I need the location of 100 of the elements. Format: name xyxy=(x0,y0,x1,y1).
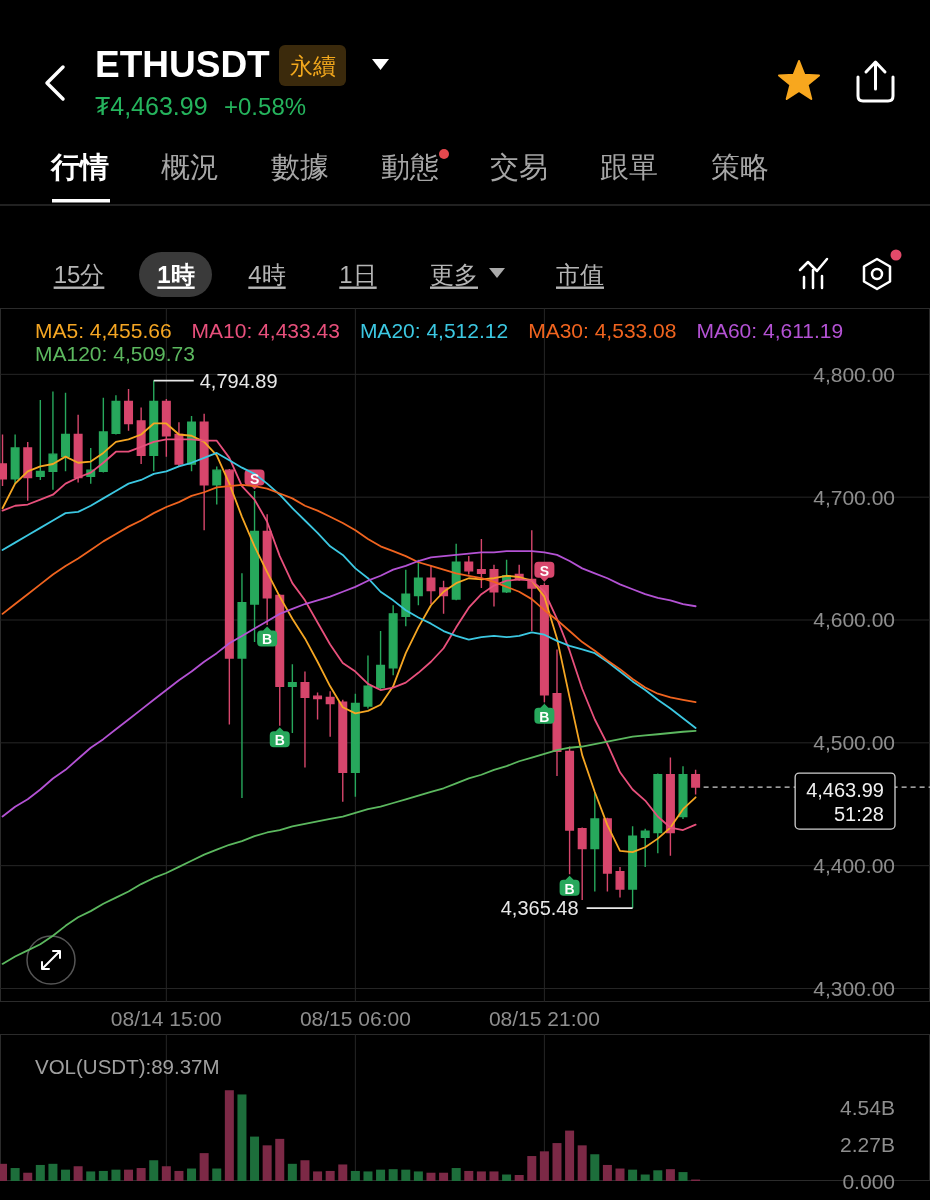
text: 行情 xyxy=(50,151,109,183)
bar xyxy=(313,1171,323,1181)
annotation: 4,794.89 xyxy=(199,369,278,392)
bar xyxy=(224,1090,234,1181)
text: 動態 xyxy=(381,151,439,183)
bar xyxy=(262,1145,272,1181)
bar xyxy=(577,1145,587,1181)
text: ETHUSDT xyxy=(95,43,271,85)
bar xyxy=(111,1169,121,1181)
candlestick xyxy=(577,826,587,901)
y-tick-label: 4,600.00 xyxy=(813,608,895,632)
bar xyxy=(653,1170,663,1181)
text: 跟單 xyxy=(600,151,658,183)
candlestick xyxy=(250,490,260,643)
y-tick-label: 4,800.00 xyxy=(813,362,895,386)
bar xyxy=(86,1171,96,1181)
text: 永續 xyxy=(290,53,336,79)
candlestick xyxy=(0,433,8,487)
y-tick-label: 0.000 xyxy=(842,1169,895,1193)
bar xyxy=(0,1163,8,1181)
candlestick xyxy=(338,699,348,803)
text: 交易 xyxy=(490,151,548,183)
candlestick xyxy=(149,379,159,473)
text: 概況 xyxy=(161,151,219,183)
candlestick xyxy=(48,390,58,491)
x-tick-label: 08/15 06:00 xyxy=(299,1006,411,1030)
bar xyxy=(48,1163,58,1181)
candlestick xyxy=(401,568,411,627)
annotation: S xyxy=(249,470,260,487)
bar xyxy=(401,1169,411,1181)
text: MA30: 4,533.08 xyxy=(528,318,677,342)
x-tick-label: 08/15 21:00 xyxy=(488,1006,600,1030)
bar xyxy=(426,1172,436,1181)
candlestick xyxy=(262,513,272,626)
y-tick-label: 4,700.00 xyxy=(813,485,895,509)
text: 4時 xyxy=(248,260,286,288)
text: 1時 xyxy=(157,260,195,288)
bar xyxy=(451,1168,461,1181)
candlestick xyxy=(73,414,83,484)
candlestick xyxy=(212,465,222,506)
candlestick xyxy=(35,399,45,481)
bar xyxy=(678,1172,688,1181)
bar xyxy=(149,1160,159,1181)
candlestick xyxy=(111,394,121,436)
annotation: B xyxy=(262,631,273,648)
y-tick-label: 4.54B xyxy=(840,1095,895,1119)
line-series xyxy=(1,729,697,965)
candlestick xyxy=(224,468,234,726)
candlestick xyxy=(363,654,373,710)
candlestick xyxy=(376,630,386,691)
ref-line-label: 4,463.99 51:28 xyxy=(806,779,884,826)
candlestick xyxy=(388,604,398,676)
bar xyxy=(363,1171,373,1181)
candlestick xyxy=(300,670,310,769)
bar xyxy=(124,1169,134,1181)
bar xyxy=(237,1094,247,1181)
text: 15分 xyxy=(53,260,105,288)
bar xyxy=(527,1156,537,1181)
bar xyxy=(61,1169,71,1181)
bar xyxy=(665,1169,675,1181)
candlestick xyxy=(451,543,461,602)
text: MA10: 4,433.43 xyxy=(191,318,340,342)
candlestick xyxy=(476,538,486,589)
line-series xyxy=(1,452,697,729)
text: MA5: 4,455.66 xyxy=(35,318,172,342)
annotation: S xyxy=(539,562,550,579)
text: 策略 xyxy=(711,151,769,183)
line-series xyxy=(1,550,697,818)
annotation: B xyxy=(564,880,575,897)
bar xyxy=(514,1175,524,1181)
bar xyxy=(628,1169,638,1181)
y-tick-label: 4,400.00 xyxy=(813,854,895,878)
bar xyxy=(602,1164,612,1181)
candlestick xyxy=(602,817,612,893)
bar xyxy=(10,1168,20,1181)
candlestick xyxy=(628,825,638,909)
candlestick xyxy=(237,572,247,799)
text: MA20: 4,512.12 xyxy=(359,318,509,342)
bar xyxy=(338,1164,348,1181)
candlestick xyxy=(124,388,134,432)
candlestick xyxy=(275,593,285,727)
bar xyxy=(476,1171,486,1181)
bar xyxy=(640,1174,650,1181)
candlestick xyxy=(174,421,184,468)
bar xyxy=(615,1168,625,1181)
y-tick-label: 4,300.00 xyxy=(813,976,895,1000)
candlestick xyxy=(23,441,33,502)
bar xyxy=(590,1154,600,1181)
candlestick xyxy=(10,433,20,485)
bar xyxy=(35,1164,45,1181)
y-tick-label: 2.27B xyxy=(840,1132,895,1156)
bar xyxy=(502,1174,512,1181)
bar xyxy=(199,1153,209,1181)
candlestick xyxy=(653,772,663,855)
bar xyxy=(350,1170,360,1181)
text: MA60: 4,611.19 xyxy=(696,318,844,342)
candlestick xyxy=(615,866,625,899)
annotation: B xyxy=(274,732,285,749)
candlestick xyxy=(161,398,171,458)
candlestick xyxy=(199,412,209,532)
